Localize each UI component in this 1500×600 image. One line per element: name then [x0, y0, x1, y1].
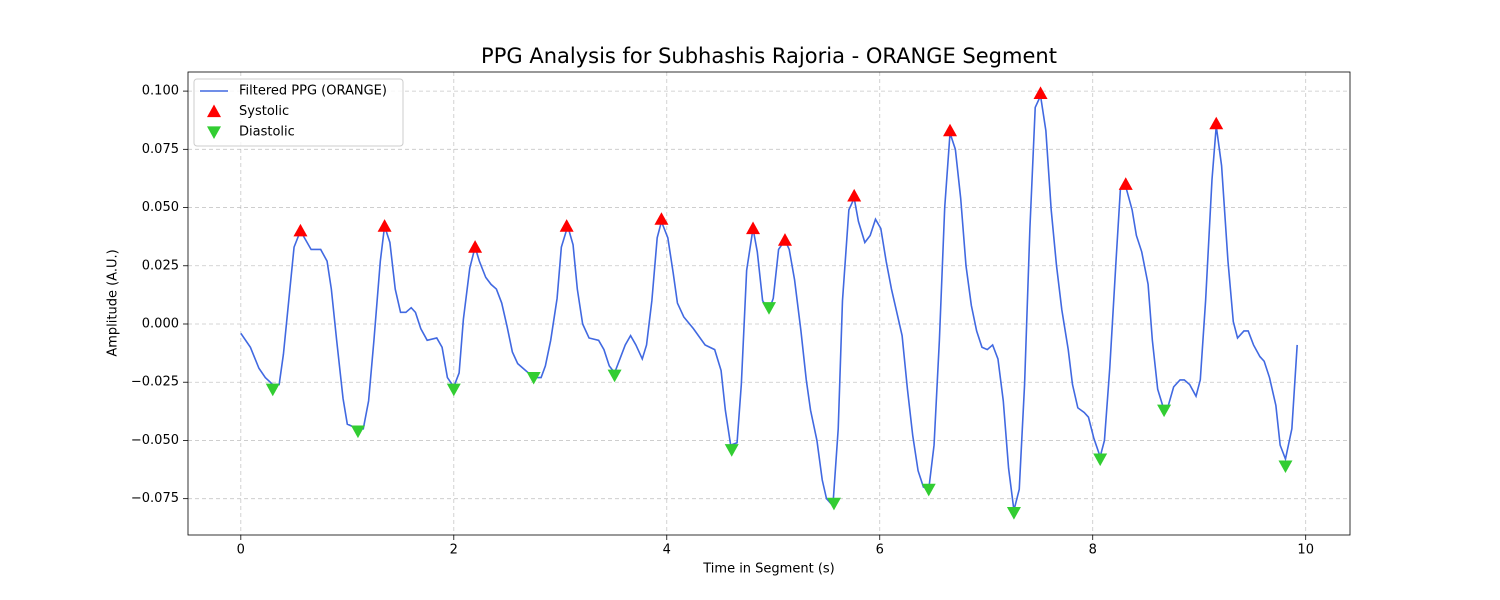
peak-marker [724, 444, 739, 457]
peak-marker [921, 483, 936, 497]
y-tick-label: −0.075 [131, 491, 179, 506]
x-tick-label: 8 [1089, 543, 1097, 558]
peak-marker [746, 221, 761, 235]
chart-title: PPG Analysis for Subhashis Rajoria - ORA… [481, 44, 1057, 68]
legend-label: Filtered PPG (ORANGE) [239, 84, 387, 99]
peak-marker [1118, 177, 1133, 190]
y-tick-label: 0.100 [142, 84, 179, 99]
x-tick-label: 10 [1297, 543, 1314, 558]
y-tick-label: 0.050 [142, 200, 179, 215]
peak-marker [762, 302, 776, 315]
peak-marker [377, 219, 392, 232]
peak-marker [350, 425, 365, 439]
data-line [240, 92, 1298, 511]
peak-marker [265, 383, 280, 397]
x-tick-label: 2 [450, 543, 458, 558]
peak-marker [446, 383, 461, 397]
y-axis-label: Amplitude (A.U.) [106, 249, 121, 356]
x-tick-label: 0 [237, 543, 245, 558]
peak-marker [1209, 116, 1224, 130]
x-tick-label: 6 [876, 543, 884, 558]
legend-label: Systolic [239, 104, 289, 119]
x-tick-label: 4 [663, 543, 671, 558]
x-axis-label: Time in Segment (s) [702, 562, 834, 577]
legend-box [193, 78, 404, 147]
peak-marker [526, 371, 541, 385]
y-tick-label: 0.000 [142, 316, 179, 331]
legend-swatch [207, 126, 221, 139]
peak-marker [943, 123, 958, 137]
peak-marker [826, 497, 841, 511]
y-tick-label: 0.075 [142, 142, 179, 157]
y-tick-label: 0.025 [142, 258, 179, 273]
legend-swatch [207, 104, 221, 118]
peak-marker [607, 369, 622, 383]
peak-marker [1033, 86, 1048, 100]
peak-marker [1278, 460, 1293, 474]
peak-marker [847, 188, 862, 202]
plot-frame [187, 71, 1351, 536]
y-tick-label: −0.025 [131, 375, 179, 390]
peak-marker [1157, 404, 1172, 418]
peak-marker [1093, 453, 1108, 467]
peak-marker [559, 219, 574, 232]
peak-marker [468, 240, 483, 253]
peak-marker [777, 233, 792, 246]
peak-marker [654, 212, 669, 225]
peak-marker [1006, 507, 1021, 520]
peak-marker [293, 223, 308, 237]
legend-label: Diastolic [239, 125, 295, 140]
y-tick-label: −0.050 [131, 433, 179, 448]
